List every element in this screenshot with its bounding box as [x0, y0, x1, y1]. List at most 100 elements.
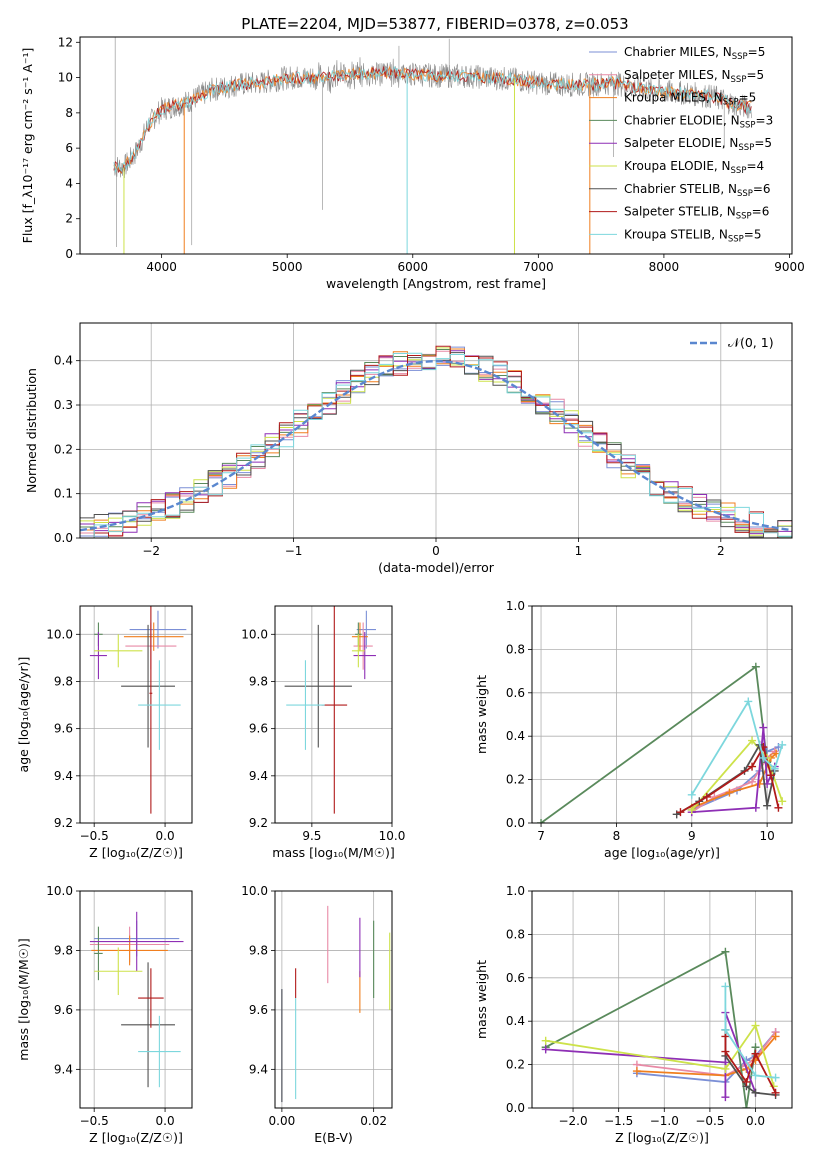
weight-point-marker [725, 788, 734, 797]
weight-point-marker [744, 697, 753, 706]
figure-title: PLATE=2204, MJD=53877, FIBERID=0378, z=0… [241, 15, 628, 33]
mass-vs-extinction-panel: 0.00 0.02 9.4 9.6 9.8 10.0 E(B-V) [241, 884, 393, 1145]
weight-point-marker [755, 779, 764, 788]
x-axis-label: age [log₁₀(age/yr)] [604, 845, 720, 860]
y-tick-label: 2 [65, 212, 73, 226]
weight-point-marker [778, 740, 787, 749]
normal-curve [80, 359, 792, 532]
x-tick-label: −1.0 [650, 1114, 679, 1128]
legend-label: Chabrier STELIB, NSSP=6 [624, 182, 771, 199]
y-tick-label: 0.2 [54, 442, 73, 456]
legend-subscript: SSP [740, 120, 756, 130]
legend-label: Chabrier ELODIE, NSSP=3 [624, 113, 773, 130]
weight-point-marker [774, 803, 783, 812]
y-tick-label: 0.1 [54, 487, 73, 501]
y-tick-label: 0 [65, 247, 73, 261]
y-tick-label: 4 [65, 176, 73, 190]
x-axis-label: E(B-V) [314, 1130, 353, 1145]
y-axis-label: age [log₁₀(age/yr)] [16, 657, 31, 773]
legend-tail: =6 [752, 205, 770, 219]
y-tick-label: 9.6 [249, 722, 268, 736]
x-tick-label: 7 [537, 829, 545, 843]
y-tick-label: 0.4 [54, 354, 73, 368]
plot-marks [284, 606, 376, 814]
y-tick-label: 9.2 [249, 816, 268, 830]
weight-point-marker [763, 801, 772, 810]
weight-point-marker [721, 947, 730, 956]
y-axis-label: Flux [f_λ10⁻¹⁷ erg cm⁻² s⁻¹ A⁻¹] [20, 48, 35, 244]
x-tick-label: −2.0 [558, 1114, 587, 1128]
x-tick-label: −1.5 [604, 1114, 633, 1128]
y-tick-label: 0.6 [506, 971, 525, 985]
weight-point-marker [721, 1025, 730, 1034]
residual-histogram [80, 345, 792, 538]
y-tick-label: 0.6 [506, 686, 525, 700]
model-spectrum [113, 65, 752, 173]
legend-tail: =5 [746, 68, 764, 82]
weight-point-marker [771, 1032, 780, 1041]
plot-marks [281, 905, 391, 1103]
y-tick-label: 9.4 [249, 769, 268, 783]
axes-frame [79, 322, 793, 539]
y-tick-label: 9.4 [54, 1062, 73, 1076]
weight-point-marker [742, 1104, 751, 1108]
mass-vs-metallicity-panel: −0.5 0.0 9.4 9.6 9.8 10.0 Z [log₁₀(Z/Z☉)] mass … [16, 884, 193, 1145]
weight-point-marker [751, 803, 760, 812]
weight-point-marker [537, 819, 546, 823]
weight-point-marker [702, 792, 711, 801]
weight-series-line [680, 744, 780, 813]
legend-subscript: SSP [728, 234, 744, 244]
legend-subscript: SSP [723, 98, 739, 108]
x-axis-label: Z [log₁₀(Z/Z☉)] [615, 1130, 709, 1145]
weight-point-marker [748, 777, 757, 786]
y-tick-label: 0.4 [506, 1014, 525, 1028]
plot-area [275, 606, 393, 824]
axes-frame [79, 890, 193, 1109]
y-tick-label: 10.0 [241, 627, 268, 641]
y-tick-label: 9.4 [54, 769, 73, 783]
weight-point-marker [771, 1088, 780, 1097]
y-tick-label: 0.8 [506, 927, 525, 941]
y-tick-label: 9.6 [54, 722, 73, 736]
axes-frame [274, 890, 393, 1109]
weight-series-line [545, 1012, 757, 1098]
x-tick-label: 6000 [397, 260, 428, 274]
y-tick-label: 12 [58, 35, 73, 49]
legend-label: Chabrier MILES, NSSP=5 [624, 45, 765, 62]
y-tick-label: 0.2 [506, 773, 525, 787]
y-tick-label: 10 [58, 71, 73, 85]
y-axis-label: mass [log₁₀(M/M☉)] [16, 938, 31, 1060]
legend-label: Kroupa ELODIE, NSSP=4 [624, 159, 764, 176]
weight-point-marker [748, 762, 757, 771]
weight-point-marker [759, 753, 768, 762]
legend-subscript: SSP [737, 189, 753, 199]
y-tick-label: 6 [65, 141, 73, 155]
weight-vs-age-panel: 7 8 9 10 0.0 0.2 0.4 0.6 0.8 1.0 age [log₁₀(age/yr… [474, 599, 793, 860]
weight-point-marker [721, 982, 730, 991]
plot-area [80, 890, 192, 1108]
y-axis-label: Normed distribution [24, 368, 39, 493]
legend-tail: =5 [744, 227, 762, 241]
legend-tail: =4 [746, 159, 764, 173]
legend-tail: =5 [739, 91, 757, 105]
weight-point-marker [721, 1047, 730, 1056]
weight-vs-metallicity-panel: −2.0 −1.5 −1.0 −0.5 0.0 0.0 0.2 0.4 0.6 0.8 1.0 Z [… [474, 884, 793, 1145]
x-tick-label: 10.0 [379, 829, 406, 843]
weight-point-marker [766, 771, 775, 780]
x-tick-label: −0.5 [80, 1114, 109, 1128]
legend-label: Kroupa MILES, NSSP=5 [624, 91, 756, 108]
legend-label: Salpeter MILES, NSSP=5 [624, 68, 764, 85]
y-tick-label: 8 [65, 106, 73, 120]
weight-point-marker [751, 1049, 760, 1058]
weight-point-marker [751, 1021, 760, 1030]
x-tick-label: 4000 [146, 260, 177, 274]
plot-area [80, 606, 192, 824]
weight-series-line [724, 986, 776, 1079]
y-tick-label: 1.0 [506, 884, 525, 898]
weight-point-marker [687, 805, 696, 814]
legend-subscript: SSP [738, 143, 754, 153]
weight-point-marker [687, 790, 696, 799]
x-tick-label: −0.5 [695, 1114, 724, 1128]
y-axis-label: mass weight [474, 675, 489, 754]
weight-point-marker [751, 662, 760, 671]
